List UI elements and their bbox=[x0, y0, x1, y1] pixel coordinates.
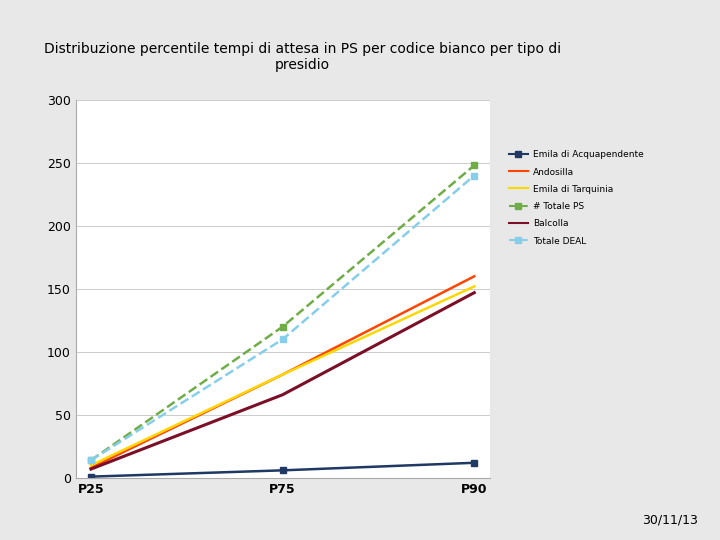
Andosilla bbox=[470, 273, 479, 280]
Totale DEAL bbox=[86, 457, 95, 463]
# Totale PS bbox=[86, 457, 95, 463]
Andosilla bbox=[278, 372, 287, 378]
Text: Distribuzione percentile tempi di attesa in PS per codice bianco per tipo di
pre: Distribuzione percentile tempi di attesa… bbox=[44, 42, 561, 72]
Totale DEAL bbox=[278, 336, 287, 342]
Emila di Tarquinia bbox=[278, 372, 287, 378]
Line: Emila di Acquapendente: Emila di Acquapendente bbox=[88, 460, 477, 480]
Line: # Totale PS: # Totale PS bbox=[88, 163, 477, 463]
Emila di Acquapendente bbox=[470, 460, 479, 466]
Emila di Tarquinia bbox=[86, 462, 95, 469]
Line: Andosilla: Andosilla bbox=[91, 276, 474, 468]
Legend: Emila di Acquapendente, Andosilla, Emila di Tarquinia, # Totale PS, Balcolla, To: Emila di Acquapendente, Andosilla, Emila… bbox=[508, 150, 644, 246]
Emila di Tarquinia bbox=[470, 283, 479, 289]
Emila di Acquapendente bbox=[86, 474, 95, 480]
Line: Emila di Tarquinia: Emila di Tarquinia bbox=[91, 286, 474, 465]
Totale DEAL bbox=[470, 172, 479, 179]
Line: Totale DEAL: Totale DEAL bbox=[88, 173, 477, 463]
Emila di Acquapendente bbox=[278, 467, 287, 474]
# Totale PS bbox=[278, 323, 287, 330]
Text: 30/11/13: 30/11/13 bbox=[642, 513, 698, 526]
Balcolla bbox=[278, 392, 287, 398]
Balcolla bbox=[470, 289, 479, 296]
Line: Balcolla: Balcolla bbox=[91, 293, 474, 469]
Andosilla bbox=[86, 464, 95, 471]
Balcolla bbox=[86, 466, 95, 472]
# Totale PS bbox=[470, 162, 479, 168]
